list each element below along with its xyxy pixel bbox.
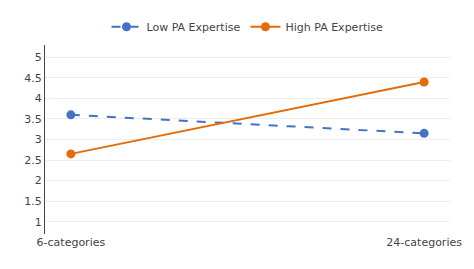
svg-text:5: 5 — [35, 51, 42, 64]
svg-text:1: 1 — [35, 216, 42, 229]
svg-text:1.5: 1.5 — [24, 195, 42, 208]
svg-text:4: 4 — [35, 92, 42, 105]
svg-text:3: 3 — [35, 133, 42, 146]
svg-text:High PA Expertise: High PA Expertise — [285, 21, 383, 34]
svg-text:2.5: 2.5 — [24, 154, 42, 167]
svg-text:2: 2 — [35, 174, 42, 187]
svg-text:4.5: 4.5 — [24, 72, 42, 85]
svg-text:24-categories: 24-categories — [386, 236, 462, 249]
svg-text:Low PA Expertise: Low PA Expertise — [147, 21, 241, 34]
svg-text:6-categories: 6-categories — [37, 236, 106, 249]
svg-text:3.5: 3.5 — [24, 113, 42, 126]
